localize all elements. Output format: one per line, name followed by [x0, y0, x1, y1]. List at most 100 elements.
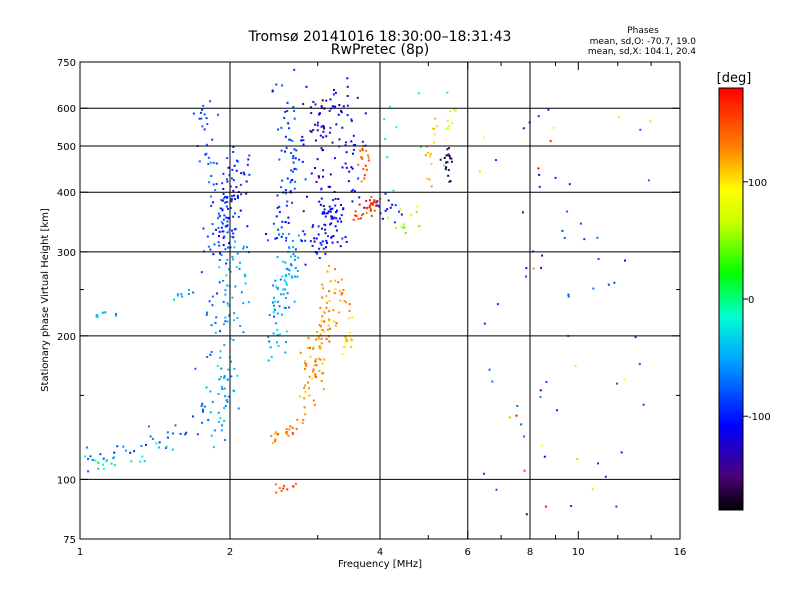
data-point [325, 135, 328, 138]
data-point [350, 119, 353, 122]
data-point [301, 135, 304, 138]
data-point [314, 139, 317, 142]
data-point [294, 255, 297, 258]
data-point [282, 288, 285, 291]
data-point [273, 315, 276, 318]
data-point [345, 240, 348, 243]
data-point [328, 109, 331, 112]
data-point [232, 339, 235, 342]
data-point [350, 140, 353, 143]
data-point [574, 365, 577, 368]
data-point [272, 296, 275, 299]
data-point [124, 449, 127, 452]
data-point [583, 238, 586, 241]
data-point [313, 240, 316, 243]
data-point [246, 163, 249, 166]
data-point [212, 161, 215, 164]
data-point [209, 248, 212, 251]
data-point [171, 448, 174, 451]
data-point [207, 156, 210, 159]
data-point [225, 178, 228, 181]
data-point [375, 201, 378, 204]
data-point [515, 414, 518, 417]
data-point [272, 222, 275, 225]
data-point [227, 166, 230, 169]
data-point [402, 226, 405, 229]
data-point [247, 158, 250, 161]
data-point [319, 241, 322, 244]
data-point [245, 192, 248, 195]
data-point [226, 224, 229, 227]
data-point [208, 300, 211, 303]
data-point [225, 262, 228, 265]
data-point [217, 212, 220, 215]
data-point [95, 314, 98, 317]
data-point [322, 310, 325, 313]
data-point [277, 300, 280, 303]
data-point [224, 293, 227, 296]
data-point [310, 130, 313, 133]
data-point [335, 217, 338, 220]
data-point [338, 104, 341, 107]
data-point [278, 211, 281, 214]
data-point [212, 446, 215, 449]
data-point [391, 203, 394, 206]
data-point [350, 345, 353, 348]
data-point [286, 110, 289, 113]
data-point [317, 336, 320, 339]
data-point [283, 484, 286, 487]
data-point [237, 160, 240, 163]
data-point [293, 148, 296, 151]
data-point [292, 485, 295, 488]
data-point [278, 487, 281, 490]
data-point [351, 316, 354, 319]
data-point [199, 111, 202, 114]
data-point [419, 146, 422, 149]
data-point [292, 161, 295, 164]
data-point [106, 458, 109, 461]
data-point [568, 183, 571, 186]
data-point [285, 274, 288, 277]
data-point [579, 222, 582, 225]
data-point [275, 215, 278, 218]
data-point [308, 387, 311, 390]
data-point [218, 421, 221, 424]
data-point [328, 310, 331, 313]
gridlines [80, 62, 680, 539]
data-point [424, 154, 427, 157]
data-point [194, 367, 197, 370]
data-point [314, 373, 317, 376]
data-point [307, 336, 310, 339]
data-point [320, 319, 323, 322]
data-point [207, 418, 210, 421]
data-point [220, 253, 223, 256]
data-point [540, 266, 543, 269]
data-point [113, 455, 116, 458]
data-point [346, 104, 349, 107]
data-point [363, 206, 366, 209]
data-point [281, 275, 284, 278]
data-point [212, 253, 215, 256]
x-tick-label: 16 [674, 547, 687, 558]
data-point [231, 177, 234, 180]
data-point [223, 387, 226, 390]
data-point [234, 227, 237, 230]
data-point [446, 127, 449, 130]
data-point [352, 218, 355, 221]
data-point [351, 167, 354, 170]
data-point [370, 202, 373, 205]
data-point [449, 157, 452, 160]
data-point [369, 204, 372, 207]
data-point [446, 161, 449, 164]
data-point [361, 149, 364, 152]
data-point [344, 336, 347, 339]
data-point [279, 278, 282, 281]
data-point [224, 395, 227, 398]
data-point [329, 126, 332, 129]
data-point [226, 195, 229, 198]
data-point [276, 328, 279, 331]
data-point [233, 194, 236, 197]
data-point [446, 148, 449, 151]
data-point [333, 216, 336, 219]
data-point [615, 505, 618, 508]
